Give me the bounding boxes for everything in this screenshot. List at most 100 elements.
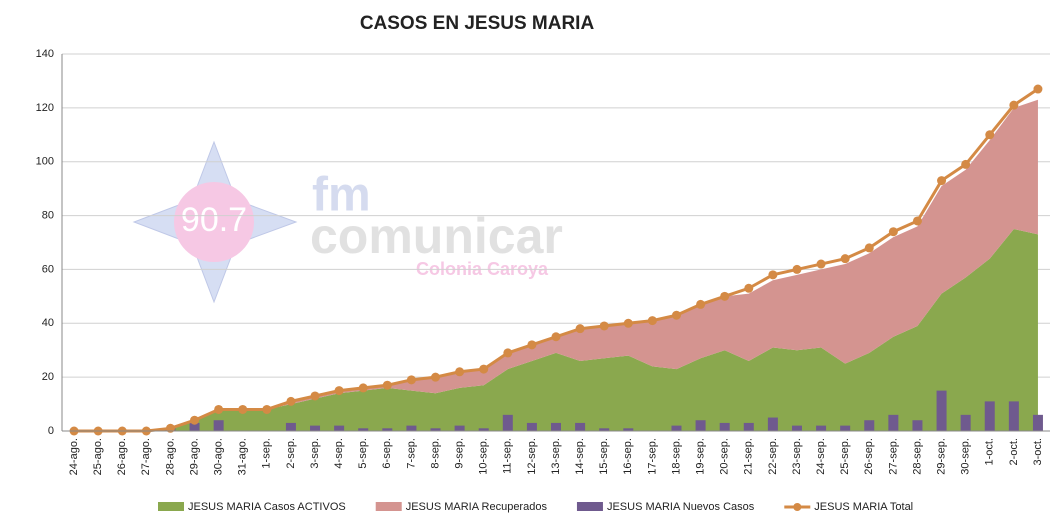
marker — [696, 299, 706, 309]
bar — [888, 414, 899, 431]
x-tick-label: 10-sep. — [478, 438, 490, 475]
marker — [912, 216, 922, 226]
x-tick-label: 2-oct. — [1008, 438, 1020, 466]
x-tick-label: 1-sep. — [261, 438, 273, 469]
logo-frequency: 90.7 — [181, 201, 247, 239]
marker — [1033, 84, 1043, 94]
bar — [454, 425, 465, 431]
marker — [286, 396, 296, 406]
bar — [526, 422, 537, 431]
logo-fm: fm — [312, 169, 371, 222]
y-tick-label: 100 — [36, 156, 54, 168]
bar — [599, 428, 610, 431]
marker — [1009, 100, 1019, 110]
marker — [720, 291, 730, 301]
x-tick-label: 14-sep. — [574, 438, 586, 475]
x-tick-label: 20-sep. — [719, 438, 731, 475]
bar — [285, 422, 296, 431]
marker — [840, 254, 850, 264]
y-tick-label: 20 — [42, 371, 54, 383]
bar — [791, 425, 802, 431]
x-tick-label: 30-ago. — [213, 438, 225, 475]
x-tick-label: 25-ago. — [92, 438, 104, 475]
chart-title: CASOS EN JESUS MARIA — [360, 13, 595, 34]
bar — [816, 425, 827, 431]
x-tick-label: 24-sep. — [815, 438, 827, 475]
x-tick-label: 18-sep. — [670, 438, 682, 475]
x-tick-label: 31-ago. — [237, 438, 249, 475]
legend-label: JESUS MARIA Recuperados — [406, 501, 548, 513]
legend-label: JESUS MARIA Casos ACTIVOS — [188, 501, 346, 513]
marker — [623, 318, 633, 328]
bar — [623, 428, 634, 431]
x-tick-label: 6-sep. — [381, 438, 393, 469]
x-tick-label: 28-ago. — [164, 438, 176, 475]
x-tick-label: 4-sep. — [333, 438, 345, 469]
marker — [985, 130, 995, 140]
y-tick-label: 80 — [42, 209, 54, 221]
area — [74, 229, 1038, 431]
x-tick-label: 12-sep. — [526, 438, 538, 475]
legend-label: JESUS MARIA Nuevos Casos — [607, 501, 755, 513]
marker — [937, 176, 947, 186]
x-tick-label: 7-sep. — [405, 438, 417, 469]
marker — [358, 383, 368, 393]
area — [74, 99, 1038, 432]
bar — [310, 425, 321, 431]
x-tick-label: 29-sep. — [935, 438, 947, 475]
x-tick-label: 3-oct. — [1032, 438, 1044, 466]
x-tick-label: 30-sep. — [960, 438, 972, 475]
marker — [479, 364, 489, 374]
bar — [406, 425, 417, 431]
marker — [744, 283, 754, 293]
legend-swatch-marker — [793, 503, 802, 511]
legend-item: JESUS MARIA Casos ACTIVOS — [158, 501, 346, 513]
x-tick-label: 15-sep. — [598, 438, 610, 475]
marker — [864, 243, 874, 253]
logo-place: Colonia Caroya — [416, 259, 549, 279]
marker — [961, 159, 971, 169]
y-tick-label: 40 — [42, 317, 54, 329]
bar — [912, 420, 923, 431]
marker — [406, 375, 416, 385]
x-tick-label: 11-sep. — [502, 438, 514, 474]
bar — [840, 425, 851, 431]
marker — [551, 332, 561, 342]
y-tick-label: 140 — [36, 48, 54, 60]
x-tick-label: 25-sep. — [839, 438, 851, 475]
bar — [430, 428, 441, 431]
x-tick-label: 21-sep. — [743, 438, 755, 475]
bar — [575, 422, 586, 431]
y-tick-label: 120 — [36, 102, 54, 114]
x-tick-label: 2-sep. — [285, 438, 297, 469]
bar — [936, 390, 947, 431]
marker — [262, 404, 272, 414]
marker — [334, 386, 344, 396]
bar — [189, 422, 200, 431]
legend-item: JESUS MARIA Nuevos Casos — [576, 501, 755, 513]
legend-item: JESUS MARIA Recuperados — [375, 501, 548, 513]
marker — [214, 404, 224, 414]
marker — [382, 380, 392, 390]
x-tick-label: 19-sep. — [694, 438, 706, 475]
x-tick-label: 27-ago. — [140, 438, 152, 475]
bar — [502, 414, 513, 431]
marker — [527, 340, 537, 350]
x-tick-label: 26-ago. — [116, 438, 128, 475]
marker — [671, 310, 681, 320]
marker — [599, 321, 609, 331]
legend-swatch — [375, 502, 402, 511]
x-tick-label: 3-sep. — [309, 438, 321, 469]
x-tick-label: 9-sep. — [454, 438, 466, 469]
marker — [768, 270, 778, 280]
marker — [455, 367, 465, 377]
marker — [431, 372, 441, 382]
bar — [719, 422, 730, 431]
bar — [334, 425, 345, 431]
x-tick-label: 17-sep. — [646, 438, 658, 475]
marker — [310, 391, 320, 401]
marker — [238, 404, 248, 414]
bar — [1032, 414, 1043, 431]
bar — [960, 414, 971, 431]
